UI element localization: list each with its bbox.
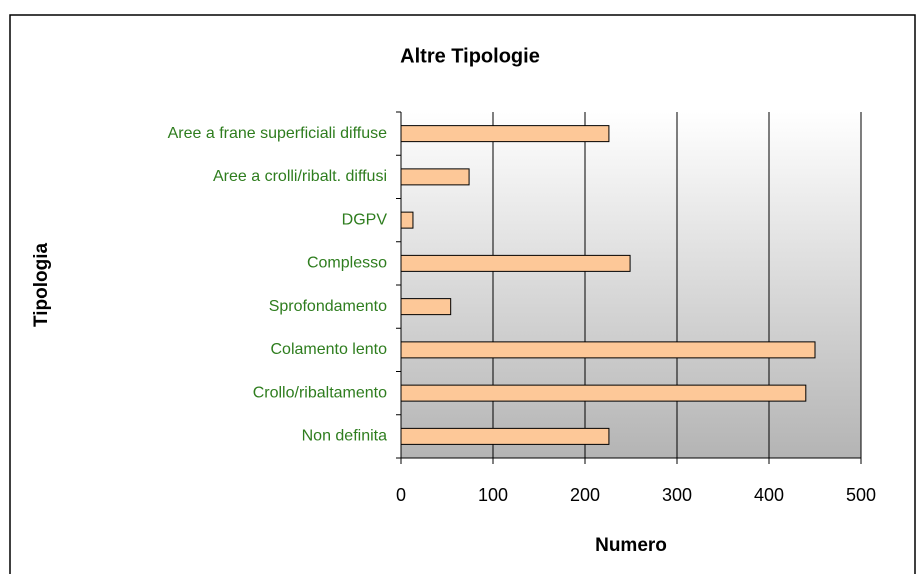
y-tick-label: Sprofondamento xyxy=(269,298,387,315)
x-tick-label: 0 xyxy=(396,485,406,505)
plot-area xyxy=(401,112,861,458)
x-tick-label: 100 xyxy=(478,485,508,505)
y-tick-label: DGPV xyxy=(342,211,388,228)
y-tick-label: Colamento lento xyxy=(270,341,387,358)
bar xyxy=(400,341,816,359)
bar xyxy=(400,298,452,316)
x-tick-label: 300 xyxy=(662,485,692,505)
x-tick-label: 400 xyxy=(754,485,784,505)
bar xyxy=(400,427,610,445)
y-tick-label: Crollo/ribaltamento xyxy=(253,384,387,401)
bar xyxy=(400,211,414,229)
y-axis-title: Tipologia xyxy=(31,243,52,328)
x-axis-title: Numero xyxy=(595,535,667,556)
y-tick-label: Aree a frane superficiali diffuse xyxy=(168,125,387,142)
x-tick-label: 500 xyxy=(846,485,876,505)
bar xyxy=(400,254,631,272)
chart-title: Altre Tipologie xyxy=(400,45,540,67)
bar xyxy=(400,125,610,143)
y-tick-label: Non definita xyxy=(302,428,387,445)
bar xyxy=(400,384,807,402)
y-tick-label: Complesso xyxy=(307,255,387,272)
y-tick-label: Aree a crolli/ribalt. diffusi xyxy=(213,168,387,185)
bar xyxy=(400,168,470,186)
x-tick-label: 200 xyxy=(570,485,600,505)
